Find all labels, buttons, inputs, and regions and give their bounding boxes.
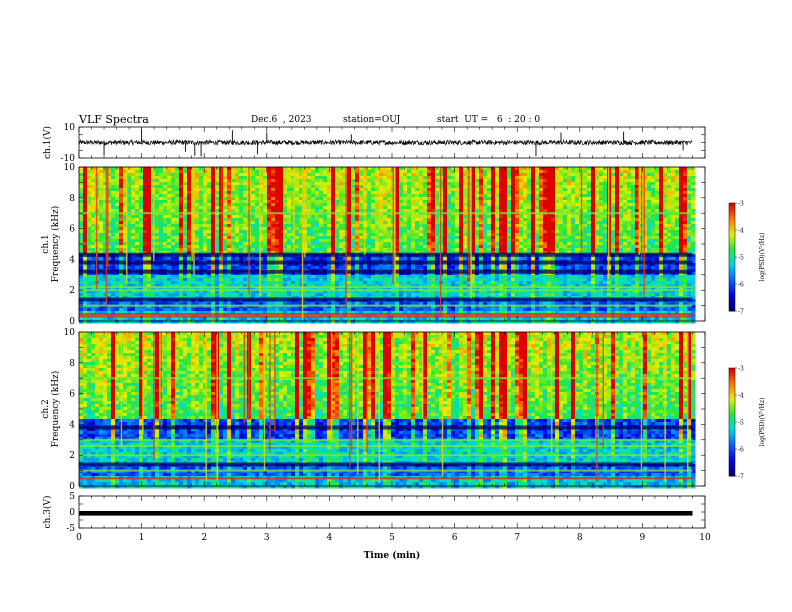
ch1-spectrogram-ylabel: ch.1 (41, 234, 51, 253)
x-tick-label: 7 (514, 533, 520, 543)
y-tick-label: 2 (69, 286, 75, 296)
ch2-spectrogram-ylabel: Frequency (kHz) (50, 371, 61, 448)
ch1-spectrogram-colorbar-tick: -7 (738, 309, 744, 316)
x-tick-label: 0 (76, 533, 82, 543)
y-tick-label: 8 (69, 359, 75, 369)
y-tick-label: 10 (64, 163, 76, 173)
y-tick-label: 2 (69, 451, 75, 461)
ch2-spectrogram-colorbar-tick: -4 (738, 393, 744, 400)
ch1-spectrogram-image (79, 167, 696, 324)
x-tick-label: 4 (327, 533, 333, 543)
ch2-spectrogram-colorbar-label: log(PSD)(V²/Hz) (759, 398, 766, 447)
ch1-spectrogram-colorbar-tick: -3 (738, 201, 744, 208)
y-tick-label: 6 (69, 225, 75, 235)
ch1-spectrogram-colorbar-tick: -6 (738, 282, 744, 289)
x-tick-label: 10 (699, 533, 711, 543)
x-tick-label: 9 (640, 533, 646, 543)
y-tick-label: 8 (69, 194, 75, 204)
ch2-spectrogram-image (79, 332, 696, 489)
ch3-trace (79, 511, 692, 516)
ch2-spectrogram-colorbar-tick: -6 (738, 447, 744, 454)
ch2-spectrogram-colorbar (729, 368, 735, 477)
x-axis-label: Time (min) (364, 550, 421, 561)
y-tick-label: 4 (69, 255, 75, 265)
chart-canvas: 10-10ch.1(V)0246810ch.1 Frequency (kHz)-3… (0, 0, 792, 612)
y-tick-label: 10 (64, 328, 76, 338)
x-tick-label: 1 (139, 533, 145, 543)
x-tick-label: 8 (577, 533, 583, 543)
ch1-spectrogram-colorbar-tick: -5 (738, 255, 744, 262)
ch1-spectrogram-ylabel: Frequency (kHz) (50, 206, 61, 283)
ch2-spectrogram-colorbar-tick: -5 (738, 420, 744, 427)
ch1-trace (79, 140, 692, 145)
ch1-spectrogram-colorbar-tick: -4 (738, 228, 744, 235)
ch3-ylabel: ch.3(V) (42, 496, 53, 529)
y-tick-label: 0 (69, 508, 75, 518)
y-tick-label: 5 (69, 492, 75, 502)
y-tick-label: 0 (69, 317, 75, 327)
x-tick-label: 6 (452, 533, 458, 543)
ch2-spectrogram-colorbar-tick: -7 (738, 474, 744, 481)
x-tick-label: 5 (389, 533, 395, 543)
ch2-spectrogram-colorbar-tick: -3 (738, 366, 744, 373)
ch1-spectrogram-colorbar (729, 203, 735, 312)
y-tick-label: 4 (69, 420, 75, 430)
y-tick-label: 10 (64, 123, 76, 133)
y-tick-label: 0 (69, 482, 75, 492)
y-tick-label: -5 (66, 524, 75, 534)
ch1-ylabel: ch.1(V) (42, 126, 53, 159)
x-tick-label: 3 (264, 533, 270, 543)
ch2-spectrogram-ylabel: ch.2 (41, 399, 51, 418)
ch1-spectrogram-colorbar-label: log(PSD)(V²/Hz) (759, 233, 766, 282)
x-tick-label: 2 (201, 533, 207, 543)
y-tick-label: 6 (69, 390, 75, 400)
